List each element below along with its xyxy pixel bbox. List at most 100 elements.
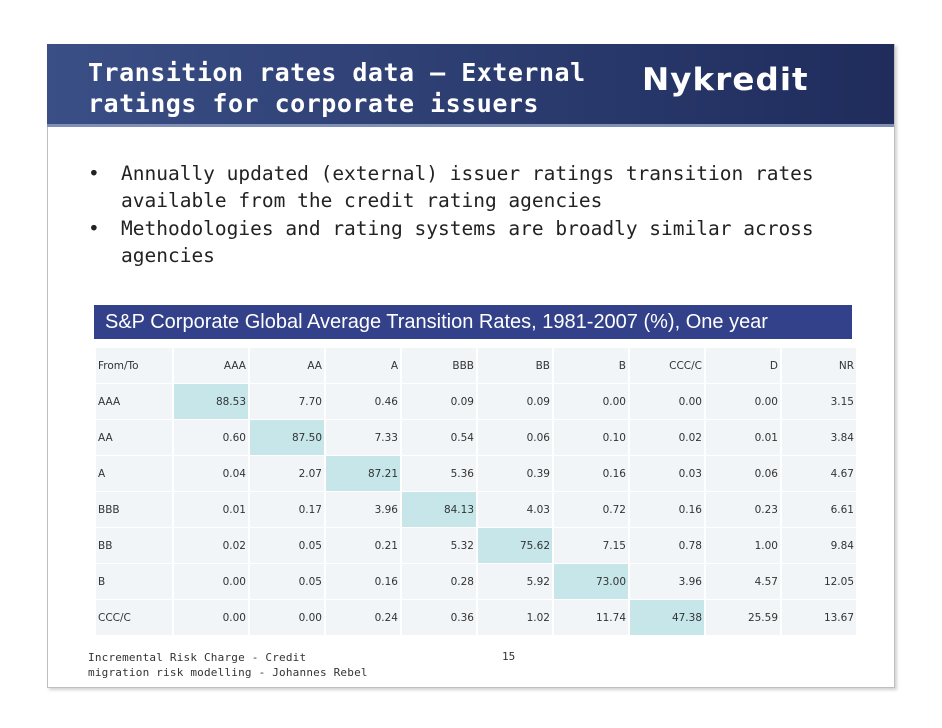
table-cell: 4.67 — [782, 456, 856, 492]
title-bar — [47, 44, 894, 124]
table-cell: 0.28 — [402, 564, 476, 600]
row-label-cell: BB — [96, 528, 172, 564]
table-cell: 0.78 — [630, 528, 704, 564]
table-cell: 0.09 — [478, 384, 552, 420]
row-label-cell: CCC/C — [96, 600, 172, 636]
header-cell: BBB — [402, 348, 476, 384]
table-cell: 0.17 — [250, 492, 324, 528]
nykredit-logo: Nykredit — [642, 62, 809, 98]
table-cell: 0.16 — [630, 492, 704, 528]
table-cell: 0.00 — [554, 384, 628, 420]
table-cell: 0.23 — [706, 492, 780, 528]
table-cell: 0.36 — [402, 600, 476, 636]
table-row: BB 0.02 0.05 0.21 5.32 75.62 7.15 0.78 1.00 9.84 — [96, 528, 856, 564]
table-cell: 0.16 — [326, 564, 400, 600]
slide-title-line2: ratings for corporate issuers — [88, 89, 539, 118]
row-label-cell: B — [96, 564, 172, 600]
table-cell: 3.96 — [630, 564, 704, 600]
table-cell: 4.57 — [706, 564, 780, 600]
footer-caption: Incremental Risk Charge - Credit migrati… — [88, 650, 368, 680]
table-cell: 0.01 — [706, 420, 780, 456]
table-cell: 0.24 — [326, 600, 400, 636]
bullet-icon: • — [88, 217, 100, 240]
table-cell: 0.05 — [250, 528, 324, 564]
header-cell: CCC/C — [630, 348, 704, 384]
table-cell: 0.00 — [706, 384, 780, 420]
table-cell: 3.15 — [782, 384, 856, 420]
table-cell: 47.38 — [630, 600, 704, 636]
table-cell: 75.62 — [478, 528, 552, 564]
table-cell: 0.16 — [554, 456, 628, 492]
table-cell: 0.72 — [554, 492, 628, 528]
header-cell: D — [706, 348, 780, 384]
table-cell: 0.00 — [630, 384, 704, 420]
row-label-cell: A — [96, 456, 172, 492]
table-row: AA 0.60 87.50 7.33 0.54 0.06 0.10 0.02 0.01 3.84 — [96, 420, 856, 456]
table-title: S&P Corporate Global Average Transition … — [94, 305, 852, 339]
table-cell: 11.74 — [554, 600, 628, 636]
table-cell: 0.54 — [402, 420, 476, 456]
table-cell: 25.59 — [706, 600, 780, 636]
table-cell: 0.03 — [630, 456, 704, 492]
table-cell: 7.15 — [554, 528, 628, 564]
table-cell: 1.02 — [478, 600, 552, 636]
table-cell: 0.60 — [174, 420, 248, 456]
table-cell: 0.21 — [326, 528, 400, 564]
table-cell: 0.02 — [630, 420, 704, 456]
table-cell: 87.50 — [250, 420, 324, 456]
header-cell: A — [326, 348, 400, 384]
bullet-text-line2: agencies — [121, 244, 215, 267]
footer-line2: migration risk modelling - Johannes Rebe… — [88, 666, 368, 679]
table-row: B 0.00 0.05 0.16 0.28 5.92 73.00 3.96 4.57 12.05 — [96, 564, 856, 600]
header-cell: BB — [478, 348, 552, 384]
table-cell: 9.84 — [782, 528, 856, 564]
table-row: CCC/C 0.00 0.00 0.24 0.36 1.02 11.74 47.38 25.59… — [96, 600, 856, 636]
header-cell: From/To — [96, 348, 172, 384]
transition-table: From/To AAA AA A BBB BB B CCC/C D NR AAA… — [94, 348, 858, 636]
slide-title-line1: Transition rates data – External — [88, 58, 586, 87]
table-row: A 0.04 2.07 87.21 5.36 0.39 0.16 0.03 0.06 4.67 — [96, 456, 856, 492]
slide-title: Transition rates data – External ratings… — [88, 57, 608, 119]
row-label-cell: BBB — [96, 492, 172, 528]
table-cell: 4.03 — [478, 492, 552, 528]
table-cell: 0.39 — [478, 456, 552, 492]
table-cell: 0.09 — [402, 384, 476, 420]
footer-line1: Incremental Risk Charge - Credit — [88, 651, 307, 664]
bullet-list: • Annually updated (external) issuer rat… — [88, 160, 848, 270]
table-cell: 0.46 — [326, 384, 400, 420]
table-cell: 12.05 — [782, 564, 856, 600]
table-body: AAA 88.53 7.70 0.46 0.09 0.09 0.00 0.00 0.00 3.15… — [96, 384, 856, 636]
table-cell: 2.07 — [250, 456, 324, 492]
bullet-text-line2: available from the credit rating agencie… — [121, 189, 603, 212]
bullet-icon: • — [88, 162, 100, 185]
header-cell: AA — [250, 348, 324, 384]
row-label-cell: AAA — [96, 384, 172, 420]
table-cell: 0.10 — [554, 420, 628, 456]
table-cell: 88.53 — [174, 384, 248, 420]
table-row: BBB 0.01 0.17 3.96 84.13 4.03 0.72 0.16 0.23 6.61 — [96, 492, 856, 528]
table-cell: 3.84 — [782, 420, 856, 456]
table-cell: 0.06 — [478, 420, 552, 456]
table-cell: 0.02 — [174, 528, 248, 564]
header-cell: B — [554, 348, 628, 384]
table-cell: 7.33 — [326, 420, 400, 456]
table-cell: 0.00 — [174, 564, 248, 600]
row-label-cell: AA — [96, 420, 172, 456]
bullet-text-line1: Annually updated (external) issuer ratin… — [121, 162, 814, 185]
table-cell: 5.36 — [402, 456, 476, 492]
table-cell: 0.04 — [174, 456, 248, 492]
header-cell: AAA — [174, 348, 248, 384]
table-cell: 13.67 — [782, 600, 856, 636]
table-cell: 87.21 — [326, 456, 400, 492]
table-header-row: From/To AAA AA A BBB BB B CCC/C D NR — [96, 348, 856, 384]
table-cell: 0.06 — [706, 456, 780, 492]
title-underline — [47, 124, 894, 127]
table-cell: 5.32 — [402, 528, 476, 564]
table-cell: 7.70 — [250, 384, 324, 420]
table-cell: 73.00 — [554, 564, 628, 600]
bullet-item: • Methodologies and rating systems are b… — [88, 215, 848, 269]
table-cell: 84.13 — [402, 492, 476, 528]
table-cell: 5.92 — [478, 564, 552, 600]
page-number: 15 — [502, 650, 516, 663]
bullet-text-line1: Methodologies and rating systems are bro… — [121, 217, 814, 240]
